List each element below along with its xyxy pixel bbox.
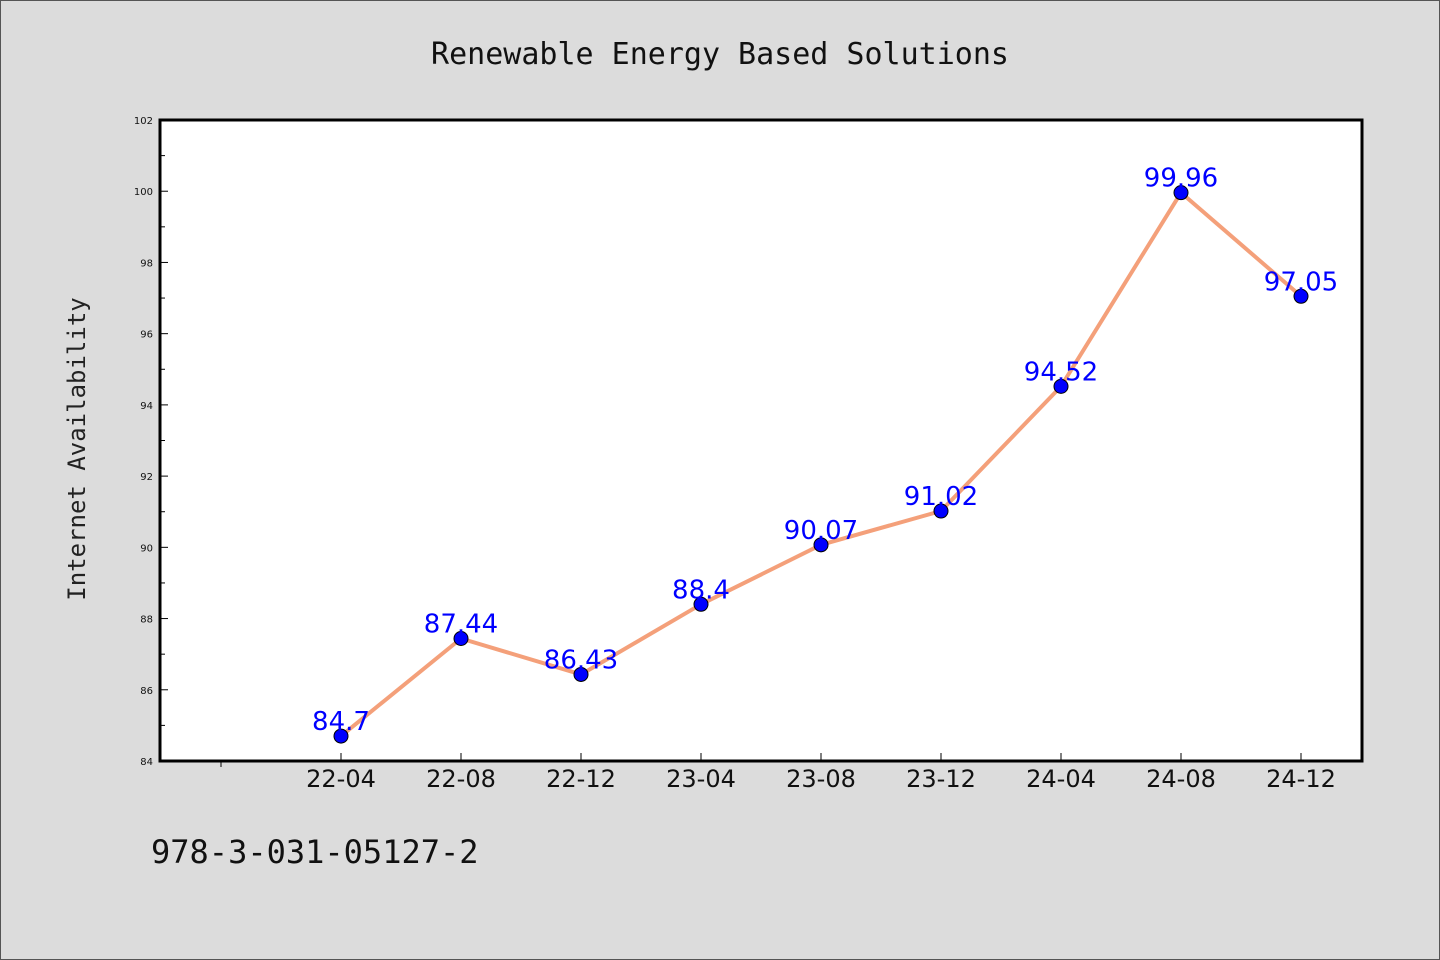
y-axis-ticks: 84 86 88 90 92 94 96 98 100 102 [134,116,168,768]
data-point [813,537,829,553]
data-label: 86.43 [544,645,618,675]
data-label: 87.44 [424,609,498,639]
data-point [693,596,709,612]
y-tick-label: 92 [140,472,153,483]
data-point [573,666,589,682]
data-label: 91.02 [904,482,978,512]
x-tick-label: 24-04 [1026,765,1096,793]
data-label: 88.4 [672,575,730,605]
data-label: 99.96 [1144,164,1218,194]
series-line: 84.7 87.44 86.43 88.4 90.07 91.02 94.52 99.96 97… [312,164,1338,744]
data-point [1293,288,1309,304]
data-point [1053,378,1069,394]
chart-title: Renewable Energy Based Solutions [431,37,1009,72]
y-tick-label: 84 [140,757,153,768]
y-tick-label: 102 [134,116,153,127]
data-point [1173,185,1189,201]
data-point [933,503,949,519]
x-tick-label: 22-08 [426,765,496,793]
y-axis-label: Internet Availability [63,297,91,600]
y-tick-label: 90 [140,543,153,554]
data-label: 84.7 [312,707,370,737]
x-tick-label: 23-08 [786,765,856,793]
y-tick-label: 98 [140,258,153,269]
plot-area [158,118,1364,763]
x-tick-label: 24-08 [1146,765,1216,793]
data-point [453,630,469,646]
data-label: 97.05 [1264,267,1338,297]
y-tick-label: 100 [134,187,153,198]
y-tick-label: 94 [140,401,153,412]
y-tick-label: 86 [140,686,153,697]
x-tick-label: 24-12 [1266,765,1336,793]
x-tick-label: 22-04 [306,765,376,793]
x-tick-label: 23-04 [666,765,736,793]
y-tick-label: 96 [140,330,153,341]
x-tick-label: 23-12 [906,765,976,793]
x-tick-label: 22-12 [546,765,616,793]
data-point [333,728,349,744]
data-label: 90.07 [784,516,858,546]
footer-code: 978-3-031-05127-2 [151,833,479,871]
y-tick-label: 88 [140,615,153,626]
data-label: 94.52 [1024,357,1098,387]
x-axis-ticks: 22-04 22-08 22-12 23-04 23-08 23-12 24-04 24-08… [220,753,1336,793]
